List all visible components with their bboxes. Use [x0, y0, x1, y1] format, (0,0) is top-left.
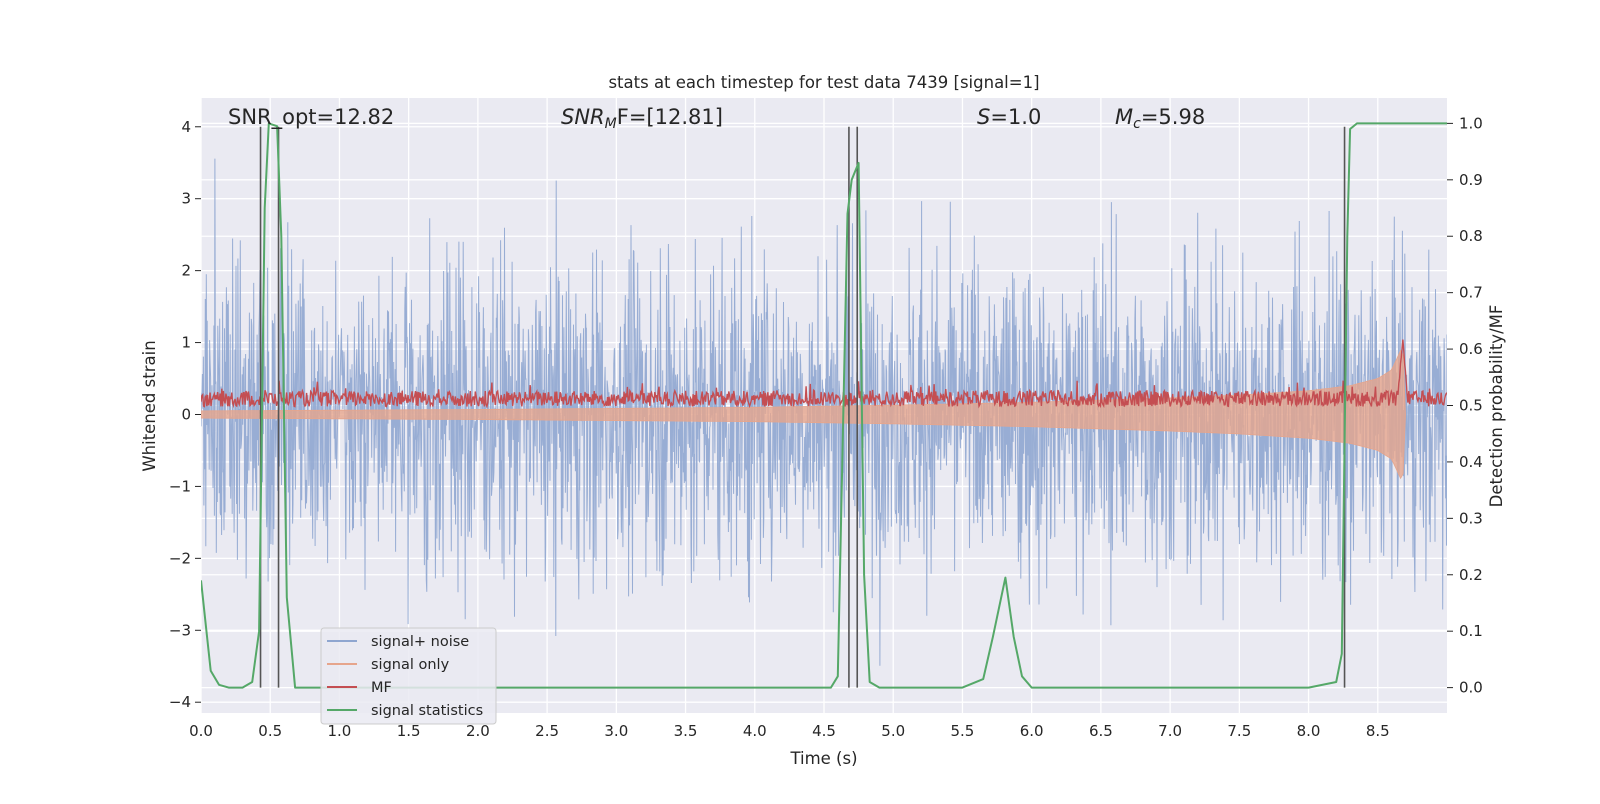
x-tick-label: 0.5 — [258, 722, 282, 740]
x-tick-label: 0.0 — [189, 722, 213, 740]
x-tick-label: 7.0 — [1158, 722, 1182, 740]
y-axis-label-right: Detection probability/MF — [1487, 305, 1506, 508]
x-tick-label: 4.5 — [812, 722, 836, 740]
y-tick-label-right: 0.6 — [1459, 340, 1483, 358]
legend-label-mf: MF — [371, 680, 392, 696]
annotation-snr-mf-prefix: SNR — [561, 105, 605, 129]
x-tick-label: 8.5 — [1366, 722, 1390, 740]
y-tick-label-right: 0.4 — [1459, 453, 1483, 471]
annotation-mc-sub: c — [1133, 116, 1141, 132]
x-tick-label: 5.0 — [881, 722, 905, 740]
y-tick-label-right: 0.5 — [1459, 397, 1483, 415]
legend-box — [320, 627, 497, 725]
x-tick-label: 4.0 — [743, 722, 767, 740]
legend-label-signal-statistics: signal statistics — [371, 703, 483, 719]
annotation-mc-var: M — [1115, 105, 1133, 129]
legend-label-signal-noise: signal+ noise — [371, 634, 469, 650]
y-tick-label-right: 0.1 — [1459, 622, 1483, 640]
y-tick-label-left: 2 — [181, 262, 191, 280]
x-tick-label: 2.5 — [535, 722, 559, 740]
y-tick-label-left: −4 — [169, 693, 191, 711]
legend-item-signal-only: signal only — [327, 657, 450, 673]
x-tick-label: 1.0 — [328, 722, 352, 740]
y-tick-label-left: −2 — [169, 549, 191, 567]
x-tick-label: 5.5 — [951, 722, 975, 740]
legend-item-signal-noise: signal+ noise — [327, 634, 469, 650]
y-tick-label-left: −3 — [169, 621, 191, 639]
legend: signal+ noise signal only MF signal stat… — [320, 627, 497, 725]
y-tick-label-right: 0.2 — [1459, 566, 1483, 584]
annotation-snr-mf-suffix: F=[12.81] — [617, 105, 723, 129]
x-tick-label: 3.0 — [604, 722, 628, 740]
y-tick-label-right: 0.0 — [1459, 679, 1483, 697]
y-tick-label-right: 0.8 — [1459, 227, 1483, 245]
series-line-mf — [201, 339, 1447, 409]
series-signal-statistics — [201, 122, 1447, 689]
annotation-s: S=1.0 — [977, 105, 1041, 129]
y-axis-label-left: Whitened strain — [140, 340, 159, 471]
x-tick-label: 2.0 — [466, 722, 490, 740]
x-tick-label: 1.5 — [397, 722, 421, 740]
y-tick-label-right: 1.0 — [1459, 114, 1483, 132]
y-tick-label-left: 4 — [181, 118, 191, 136]
x-axis-label: Time (s) — [789, 749, 857, 768]
x-tick-label: 8.0 — [1297, 722, 1321, 740]
legend-item-mf: MF — [327, 680, 392, 696]
series-area-signal-only — [201, 349, 1406, 480]
y-tick-label-left: 1 — [181, 334, 191, 352]
annotation-mc: Mc=5.98 — [1115, 105, 1205, 132]
series-mf — [201, 339, 1447, 409]
legend-item-signal-statistics: signal statistics — [327, 703, 483, 719]
annotation-s-value: =1.0 — [990, 105, 1041, 129]
annotation-snr-mf-sub: M — [605, 116, 617, 132]
annotation-row: SNR_opt=12.82 SNRMF=[12.81] S=1.0 Mc=5.9… — [228, 105, 1205, 132]
annotation-s-var: S — [977, 105, 990, 129]
x-tick-label: 7.5 — [1227, 722, 1251, 740]
axis-ticks: 0.0 0.5 1.0 1.5 2.0 2.5 3.0 3.5 4.0 4.5 5.0 5.5 6.0 6… — [169, 114, 1483, 740]
annotation-snr-mf: SNRMF=[12.81] — [561, 105, 723, 132]
legend-label-signal-only: signal only — [371, 657, 450, 673]
x-tick-label: 6.0 — [1020, 722, 1044, 740]
chart-title: stats at each timestep for test data 743… — [608, 73, 1039, 92]
series-signal-only — [201, 349, 1406, 480]
annotation-snr-opt: SNR_opt=12.82 — [228, 105, 394, 130]
y-tick-label-right: 0.3 — [1459, 509, 1483, 527]
x-tick-label: 3.5 — [674, 722, 698, 740]
annotation-mc-value: =5.98 — [1141, 105, 1205, 129]
y-tick-label-left: −1 — [169, 477, 191, 495]
y-tick-label-left: 0 — [181, 405, 191, 423]
series-line-signal-statistics — [201, 122, 1447, 689]
x-tick-label: 6.5 — [1089, 722, 1113, 740]
y-tick-label-right: 0.7 — [1459, 284, 1483, 302]
y-tick-label-right: 0.9 — [1459, 171, 1483, 189]
y-tick-label-left: 3 — [181, 190, 191, 208]
